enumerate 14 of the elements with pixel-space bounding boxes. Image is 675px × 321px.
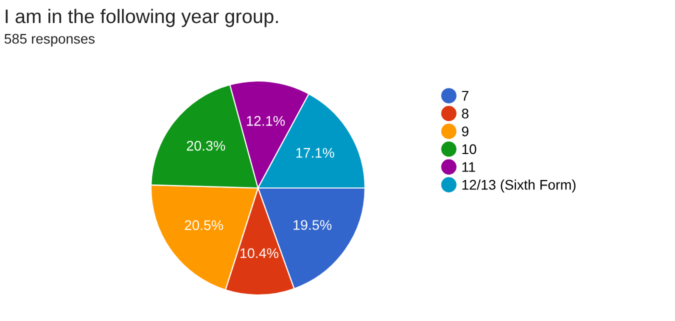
data-label: 17.1% bbox=[296, 148, 334, 158]
legend-label: 10 bbox=[462, 144, 476, 154]
chart-title: I am in the following year group. bbox=[6, 8, 278, 28]
data-label: 20.3% bbox=[186, 140, 226, 151]
legend-label: 11 bbox=[462, 162, 476, 172]
data-label: 19.5% bbox=[294, 220, 332, 230]
chart-subtitle: 585 responses bbox=[4, 34, 95, 46]
legend-label: 8 bbox=[462, 108, 468, 119]
legend-label: 7 bbox=[462, 91, 468, 101]
data-label: 10.4% bbox=[240, 248, 278, 258]
data-label: 20.5% bbox=[184, 220, 224, 230]
legend-label: 12/13 (Sixth Form) bbox=[462, 180, 576, 192]
data-label: 12.1% bbox=[246, 116, 285, 126]
legend-label: 9 bbox=[462, 126, 468, 136]
